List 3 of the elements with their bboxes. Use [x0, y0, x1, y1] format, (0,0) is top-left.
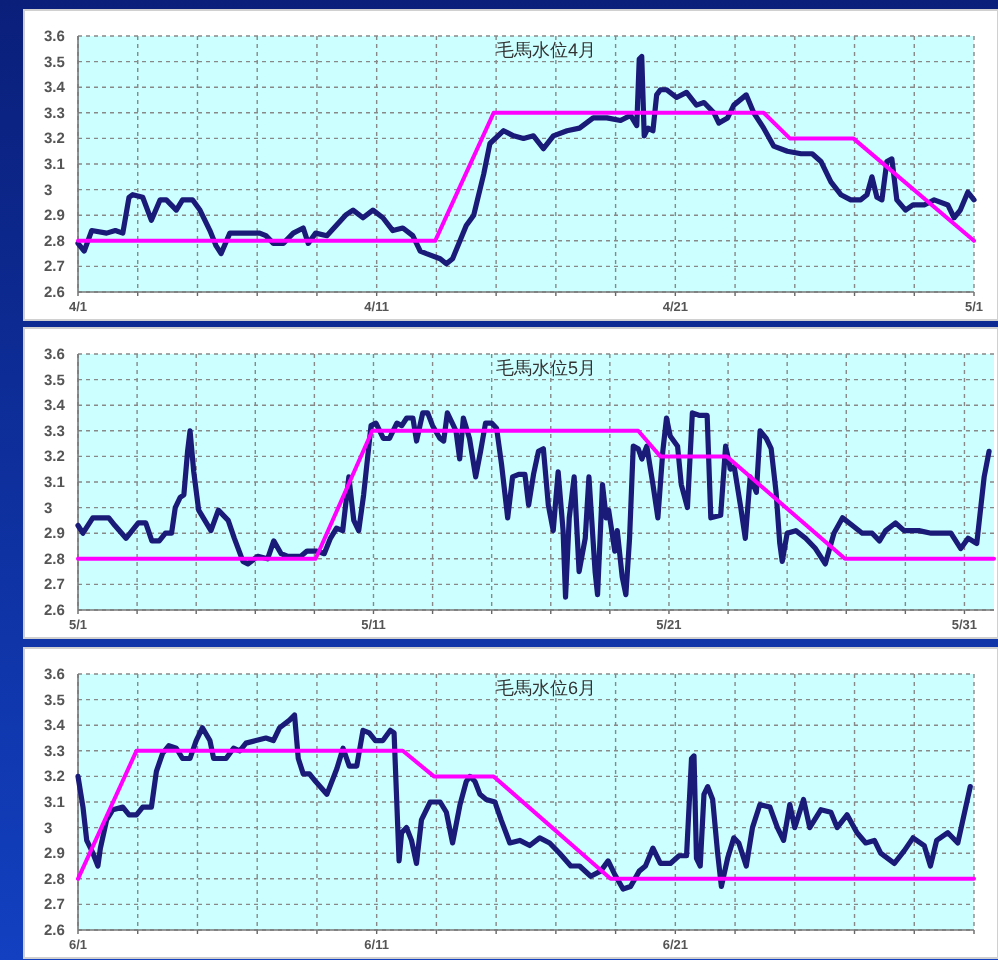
chart-title: 毛馬水位6月 — [495, 678, 597, 698]
chart-title: 毛馬水位4月 — [495, 40, 597, 60]
chart-title: 毛馬水位5月 — [495, 358, 597, 378]
